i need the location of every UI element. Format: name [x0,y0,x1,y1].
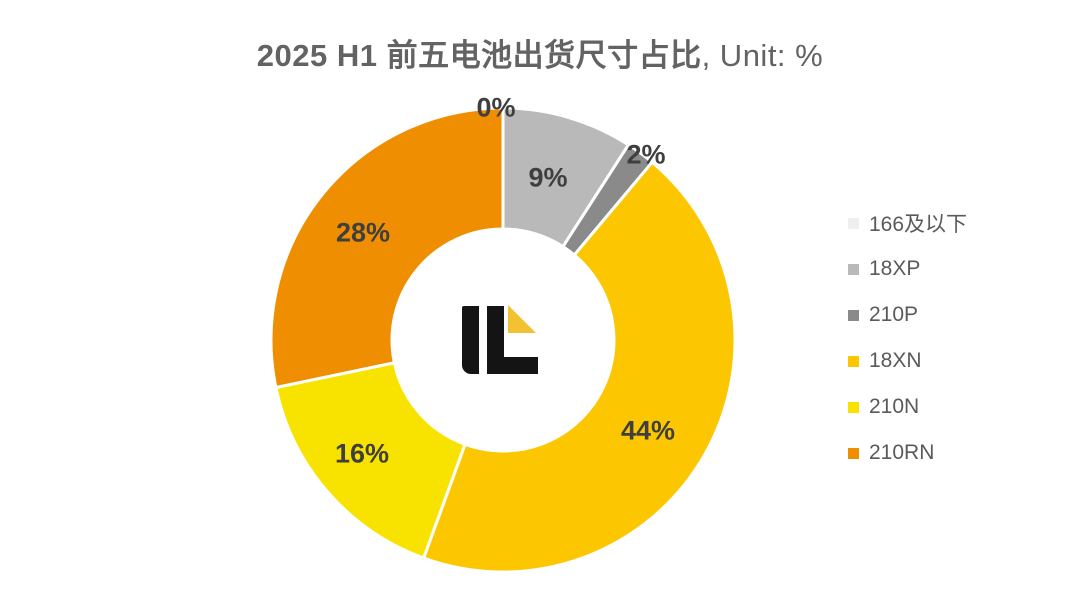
legend-swatch [848,355,859,367]
chart-legend: 166及以下 18XP 210P 18XN 210N 210RN [848,200,967,476]
slice-label-166及以下: 0% [476,92,516,123]
slice-label-210RN: 28% [335,217,391,248]
legend-item-210P: 210P [848,292,967,338]
slice-label-210P: 2% [626,139,666,170]
slice-label-18XP: 9% [528,162,568,193]
legend-swatch [848,217,859,229]
logo-triangle-icon [508,305,536,333]
legend-label: 166及以下 [869,213,968,236]
legend-item-210N: 210N [848,384,967,430]
legend-item-18XP: 18XP [848,246,967,292]
legend-swatch [848,447,859,459]
legend-label: 210RN [869,441,935,464]
chart-title: 2025 H1 前五电池出货尺寸占比, Unit: % [0,30,1080,75]
legend-swatch [848,263,859,275]
logo-letter-l-foot [487,357,538,374]
pie-slice-18XN [422,160,737,574]
legend-item-18XN: 18XN [848,338,967,384]
legend-label: 210N [869,395,920,418]
slice-label-210N: 16% [334,438,390,469]
legend-item-166及以下: 166及以下 [848,200,967,246]
legend-label: 18XN [869,349,922,372]
legend-swatch [848,309,859,321]
slice-label-18XN: 44% [620,415,676,446]
pie-slice-210N [274,361,467,560]
logo-letter-i [462,306,479,374]
chart-title-unit: , Unit: % [701,38,824,73]
infolink-logo [462,305,540,375]
chart-title-main: 2025 H1 前五电池出货尺寸占比 [256,38,702,73]
legend-swatch [848,401,859,413]
legend-label: 210P [869,303,919,326]
pie-slice-210RN [269,106,505,390]
legend-item-210RN: 210RN [848,430,967,476]
legend-label: 18XP [869,257,921,280]
